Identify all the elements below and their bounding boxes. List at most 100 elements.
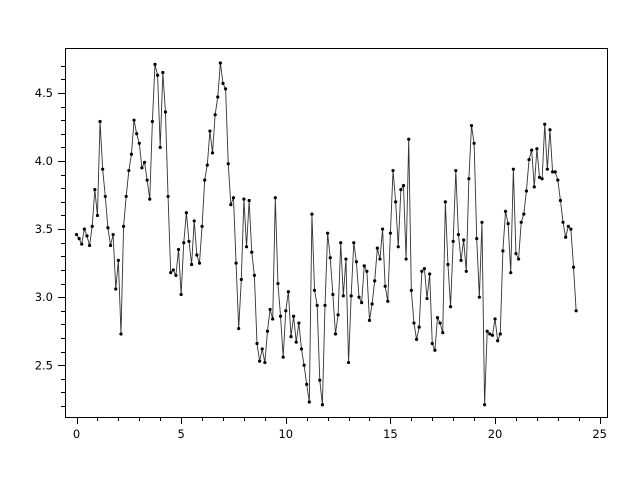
data-point xyxy=(195,253,199,257)
data-point xyxy=(527,158,531,162)
data-point xyxy=(101,167,105,171)
data-point xyxy=(263,360,267,365)
data-point xyxy=(344,257,348,261)
data-point xyxy=(441,330,445,335)
y-tick-label: 3.0 xyxy=(35,290,53,304)
data-point xyxy=(174,273,178,277)
data-point xyxy=(158,145,162,149)
data-point xyxy=(310,212,314,216)
data-point xyxy=(271,317,275,321)
data-point xyxy=(496,339,500,343)
data-point xyxy=(488,332,492,336)
data-point xyxy=(315,303,319,307)
data-point xyxy=(401,183,406,188)
data-point xyxy=(273,196,277,200)
data-point xyxy=(278,314,283,318)
data-point xyxy=(514,252,518,256)
data-point xyxy=(239,277,243,282)
data-point xyxy=(346,360,351,365)
data-point xyxy=(524,189,529,193)
data-point xyxy=(558,198,563,203)
data-point xyxy=(145,178,149,182)
data-point xyxy=(564,235,568,239)
data-point xyxy=(121,224,126,228)
data-point xyxy=(391,168,395,173)
data-point xyxy=(543,122,547,126)
data-point xyxy=(522,212,526,216)
data-point xyxy=(362,264,366,268)
data-point xyxy=(396,245,400,249)
data-point xyxy=(490,333,495,337)
data-point xyxy=(148,197,152,201)
data-point xyxy=(386,299,390,303)
data-point xyxy=(302,363,306,367)
data-point xyxy=(540,177,544,181)
data-point xyxy=(493,317,497,321)
data-point xyxy=(161,70,165,75)
data-point xyxy=(281,355,285,359)
y-axis-tick-labels: 2.5 3.0 3.5 4.0 4.5 xyxy=(35,86,53,372)
data-point xyxy=(208,129,212,133)
data-point xyxy=(252,273,256,277)
data-point xyxy=(95,213,100,218)
data-point xyxy=(312,288,317,292)
data-point xyxy=(150,119,154,124)
x-tick-label: 25 xyxy=(592,427,607,441)
data-point xyxy=(231,196,236,200)
data-point xyxy=(77,237,81,241)
data-point xyxy=(166,194,170,199)
data-point xyxy=(80,242,84,246)
data-point xyxy=(574,309,578,313)
data-point xyxy=(464,269,468,273)
data-point xyxy=(250,250,254,254)
data-point xyxy=(284,309,288,313)
data-point xyxy=(498,332,502,336)
data-point xyxy=(414,337,419,341)
data-point xyxy=(407,137,411,141)
data-point xyxy=(367,318,372,322)
data-series xyxy=(74,61,578,407)
data-point xyxy=(550,170,555,174)
plot-frame xyxy=(65,48,608,418)
data-point xyxy=(503,209,508,213)
data-point xyxy=(169,271,173,275)
data-point xyxy=(477,295,481,299)
data-point xyxy=(103,194,107,199)
data-point xyxy=(244,245,249,249)
data-point xyxy=(234,261,238,265)
data-point xyxy=(114,287,118,291)
data-point xyxy=(226,162,230,166)
data-point xyxy=(571,265,576,269)
x-tick-label: 15 xyxy=(383,427,398,441)
data-point xyxy=(462,238,466,242)
data-point xyxy=(383,284,387,288)
data-point xyxy=(265,329,270,333)
data-point xyxy=(561,220,565,224)
data-point xyxy=(553,170,557,174)
data-point xyxy=(213,113,217,117)
data-point xyxy=(378,257,382,261)
data-point xyxy=(472,141,476,145)
data-point xyxy=(475,237,479,241)
data-point xyxy=(203,178,207,182)
data-point xyxy=(108,243,113,248)
data-point xyxy=(545,167,549,171)
data-point xyxy=(339,241,343,245)
data-point xyxy=(328,256,332,260)
data-point xyxy=(87,243,92,248)
data-point xyxy=(349,294,353,298)
data-point xyxy=(394,200,398,204)
data-point xyxy=(140,166,144,170)
data-point xyxy=(132,118,136,122)
data-point xyxy=(435,316,440,320)
data-point xyxy=(409,288,413,292)
data-point xyxy=(200,224,204,228)
data-point xyxy=(218,61,222,65)
data-point xyxy=(485,329,489,333)
data-point xyxy=(370,302,374,306)
data-point xyxy=(307,400,311,404)
data-point xyxy=(320,403,324,407)
data-point xyxy=(456,232,461,237)
